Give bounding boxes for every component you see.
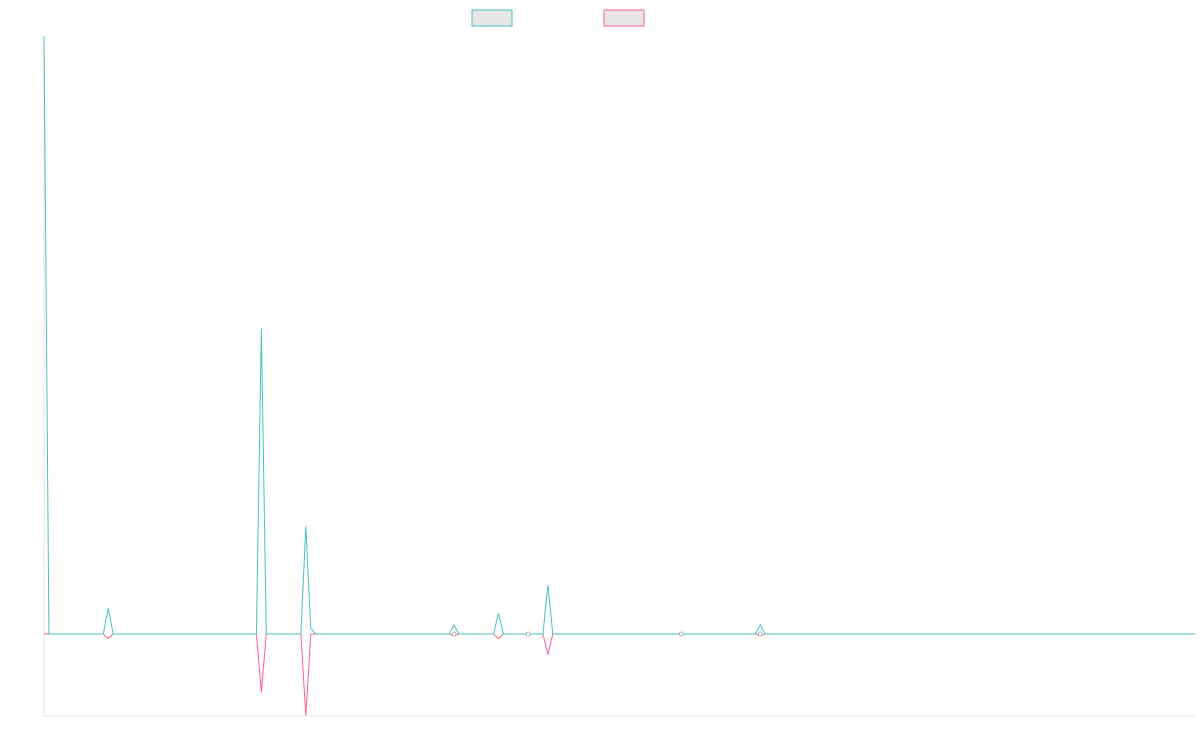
series-line-series-b[interactable]: [44, 633, 1195, 717]
legend: [471, 9, 645, 27]
data-point-marker[interactable]: [451, 631, 457, 637]
data-point-marker[interactable]: [525, 631, 531, 637]
data-point-marker[interactable]: [757, 631, 763, 637]
series-line-series-a[interactable]: [43, 35, 1195, 635]
legend-swatch-series-b[interactable]: [603, 9, 645, 27]
legend-swatch-series-a[interactable]: [471, 9, 513, 27]
data-point-marker[interactable]: [678, 631, 684, 637]
marker-layer: [451, 631, 763, 637]
series-layer: [43, 35, 1195, 717]
